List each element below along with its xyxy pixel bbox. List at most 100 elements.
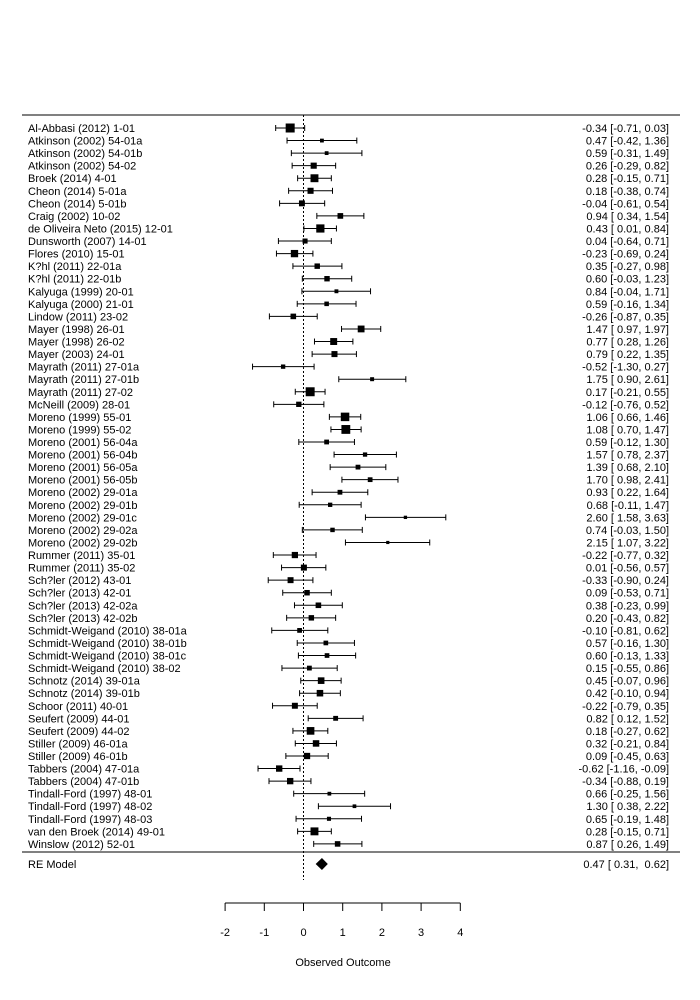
estimate-text: 0.42 [-0.10, 0.94] bbox=[586, 688, 669, 700]
study-label: Moreno (1999) 55-01 bbox=[28, 412, 131, 424]
point-estimate bbox=[312, 740, 320, 747]
study-row: Tindall-Ford (1997) 48-02 1.30 [ 0.38, 2.… bbox=[28, 801, 669, 813]
estimate-text: 1.30 [ 0.38, 2.22] bbox=[586, 801, 669, 813]
x-tick-label: 2 bbox=[379, 927, 385, 939]
point-estimate bbox=[386, 540, 390, 545]
point-estimate bbox=[327, 791, 332, 796]
study-label: Schmidt-Weigand (2010) 38-01a bbox=[28, 625, 188, 637]
estimate-text: 0.65 [-0.19, 1.48] bbox=[586, 814, 669, 826]
point-estimate bbox=[306, 665, 312, 671]
estimate-text: 0.32 [-0.21, 0.84] bbox=[586, 738, 669, 750]
estimate-text: 0.26 [-0.29, 0.82] bbox=[586, 161, 669, 173]
estimate-text: 0.59 [-0.16, 1.34] bbox=[586, 299, 669, 311]
study-row: Mayrath (2011) 27-01a -0.52 [-1.30, 0.27] bbox=[28, 362, 669, 374]
study-label: Moreno (1999) 55-02 bbox=[28, 424, 131, 436]
study-label: Mayer (1998) 26-01 bbox=[28, 324, 125, 336]
estimate-text: 0.15 [-0.55, 0.86] bbox=[586, 663, 669, 675]
study-label: van den Broek (2014) 49-01 bbox=[28, 826, 165, 838]
study-row: Sch?ler (2013) 42-01 0.09 [-0.53, 0.71] bbox=[28, 588, 669, 600]
estimate-text: -0.34 [-0.88, 0.19] bbox=[582, 776, 669, 788]
study-rows: Al-Abbasi (2012) 1-01 -0.34 [-0.71, 0.03]… bbox=[28, 123, 669, 851]
point-estimate bbox=[337, 489, 343, 495]
study-row: Broek (2014) 4-01 0.28 [-0.15, 0.71] bbox=[28, 173, 669, 185]
point-estimate bbox=[315, 602, 322, 609]
estimate-text: -0.26 [-0.87, 0.35] bbox=[582, 311, 669, 323]
point-estimate bbox=[324, 439, 330, 445]
estimate-text: 1.57 [ 0.78, 2.37] bbox=[586, 450, 669, 462]
x-tick-label: 3 bbox=[418, 927, 424, 939]
study-label: Schnotz (2014) 39-01a bbox=[28, 676, 141, 688]
study-label: Seufert (2009) 44-02 bbox=[28, 726, 130, 738]
study-row: de Oliveira Neto (2015) 12-01 0.43 [ 0.01… bbox=[28, 223, 669, 235]
point-estimate bbox=[324, 301, 329, 307]
study-label: Sch?ler (2012) 43-01 bbox=[28, 575, 131, 587]
point-estimate bbox=[296, 401, 302, 407]
study-label: Tabbers (2004) 47-01b bbox=[28, 776, 139, 788]
study-row: Cheon (2014) 5-01b -0.04 [-0.61, 0.54] bbox=[28, 198, 669, 210]
study-row: Schnotz (2014) 39-01b 0.42 [-0.10, 0.94] bbox=[28, 688, 669, 700]
point-estimate bbox=[304, 589, 310, 596]
study-row: Stiller (2009) 46-01b 0.09 [-0.45, 0.63] bbox=[28, 751, 669, 763]
point-estimate bbox=[314, 263, 320, 269]
study-label: Moreno (2001) 56-05a bbox=[28, 462, 138, 474]
study-label: Tindall-Ford (1997) 48-01 bbox=[28, 789, 152, 801]
study-row: Moreno (2002) 29-02b 2.15 [ 1.07, 3.22] bbox=[28, 537, 669, 549]
estimate-text: 1.08 [ 0.70, 1.47] bbox=[586, 424, 669, 436]
point-estimate bbox=[317, 677, 325, 684]
study-row: Stiller (2009) 46-01a 0.32 [-0.21, 0.84] bbox=[28, 738, 669, 750]
estimate-text: -0.33 [-0.90, 0.24] bbox=[582, 575, 669, 587]
study-label: Sch?ler (2013) 42-02a bbox=[28, 600, 138, 612]
estimate-text: 0.87 [ 0.26, 1.49] bbox=[586, 839, 669, 851]
estimate-text: 0.43 [ 0.01, 0.84] bbox=[586, 223, 669, 235]
study-row: K?hl (2011) 22-01a 0.35 [-0.27, 0.98] bbox=[28, 261, 669, 273]
point-estimate bbox=[310, 827, 319, 836]
point-estimate bbox=[308, 615, 315, 621]
estimate-text: 0.94 [ 0.34, 1.54] bbox=[586, 211, 669, 223]
study-row: Schmidt-Weigand (2010) 38-01c 0.60 [-0.13… bbox=[28, 651, 669, 663]
point-estimate bbox=[287, 577, 294, 584]
point-estimate bbox=[280, 364, 286, 369]
study-label: Moreno (2002) 29-01c bbox=[28, 512, 137, 524]
study-row: Schmidt-Weigand (2010) 38-01b 0.57 [-0.16… bbox=[28, 638, 669, 650]
study-label: Moreno (2002) 29-01a bbox=[28, 487, 138, 499]
study-label: Seufert (2009) 44-01 bbox=[28, 713, 130, 725]
study-row: Schoor (2011) 40-01 -0.22 [-0.79, 0.35] bbox=[28, 701, 669, 713]
study-label: Mayer (1998) 26-02 bbox=[28, 337, 125, 349]
point-estimate bbox=[324, 653, 330, 658]
study-label: Cheon (2014) 5-01a bbox=[28, 186, 127, 198]
point-estimate bbox=[330, 527, 335, 533]
estimate-text: 0.20 [-0.43, 0.82] bbox=[586, 613, 669, 625]
study-row: Moreno (2002) 29-02a 0.74 [-0.03, 1.50] bbox=[28, 525, 669, 537]
study-label: Moreno (2002) 29-02a bbox=[28, 525, 138, 537]
point-estimate bbox=[324, 276, 330, 282]
point-estimate bbox=[330, 338, 338, 345]
study-row: Tindall-Ford (1997) 48-01 0.66 [-0.25, 1.… bbox=[28, 789, 669, 801]
study-label: Craig (2002) 10-02 bbox=[28, 211, 120, 223]
estimate-text: 0.17 [-0.21, 0.55] bbox=[586, 387, 669, 399]
study-row: Winslow (2012) 52-01 0.87 [ 0.26, 1.49] bbox=[28, 839, 669, 851]
study-row: Lindow (2011) 23-02 -0.26 [-0.87, 0.35] bbox=[28, 311, 669, 323]
point-estimate bbox=[370, 377, 375, 382]
point-estimate bbox=[403, 515, 408, 520]
point-estimate bbox=[307, 187, 314, 194]
study-row: Moreno (2001) 56-05a 1.39 [ 0.68, 2.10] bbox=[28, 462, 669, 474]
study-label: Al-Abbasi (2012) 1-01 bbox=[28, 123, 135, 135]
study-label: Atkinson (2002) 54-01b bbox=[28, 148, 142, 160]
study-row: Atkinson (2002) 54-02 0.26 [-0.29, 0.82] bbox=[28, 161, 669, 173]
estimate-text: 0.38 [-0.23, 0.99] bbox=[586, 600, 669, 612]
study-label: Lindow (2011) 23-02 bbox=[28, 311, 128, 323]
study-row: Craig (2002) 10-02 0.94 [ 0.34, 1.54] bbox=[28, 211, 669, 223]
point-estimate bbox=[352, 804, 357, 809]
study-row: Al-Abbasi (2012) 1-01 -0.34 [-0.71, 0.03] bbox=[28, 123, 669, 135]
study-label: Schmidt-Weigand (2010) 38-02 bbox=[28, 663, 181, 675]
point-estimate bbox=[340, 412, 350, 422]
estimate-text: 0.01 [-0.56, 0.57] bbox=[586, 563, 669, 575]
study-label: Tindall-Ford (1997) 48-02 bbox=[28, 801, 152, 813]
summary-label: RE Model bbox=[28, 859, 76, 871]
estimate-text: -0.04 [-0.61, 0.54] bbox=[582, 198, 669, 210]
study-label: Schnotz (2014) 39-01b bbox=[28, 688, 140, 700]
point-estimate bbox=[362, 452, 368, 457]
study-label: Mayer (2003) 24-01 bbox=[28, 349, 125, 361]
point-estimate bbox=[331, 351, 338, 358]
estimate-text: 0.79 [ 0.22, 1.35] bbox=[586, 349, 669, 361]
